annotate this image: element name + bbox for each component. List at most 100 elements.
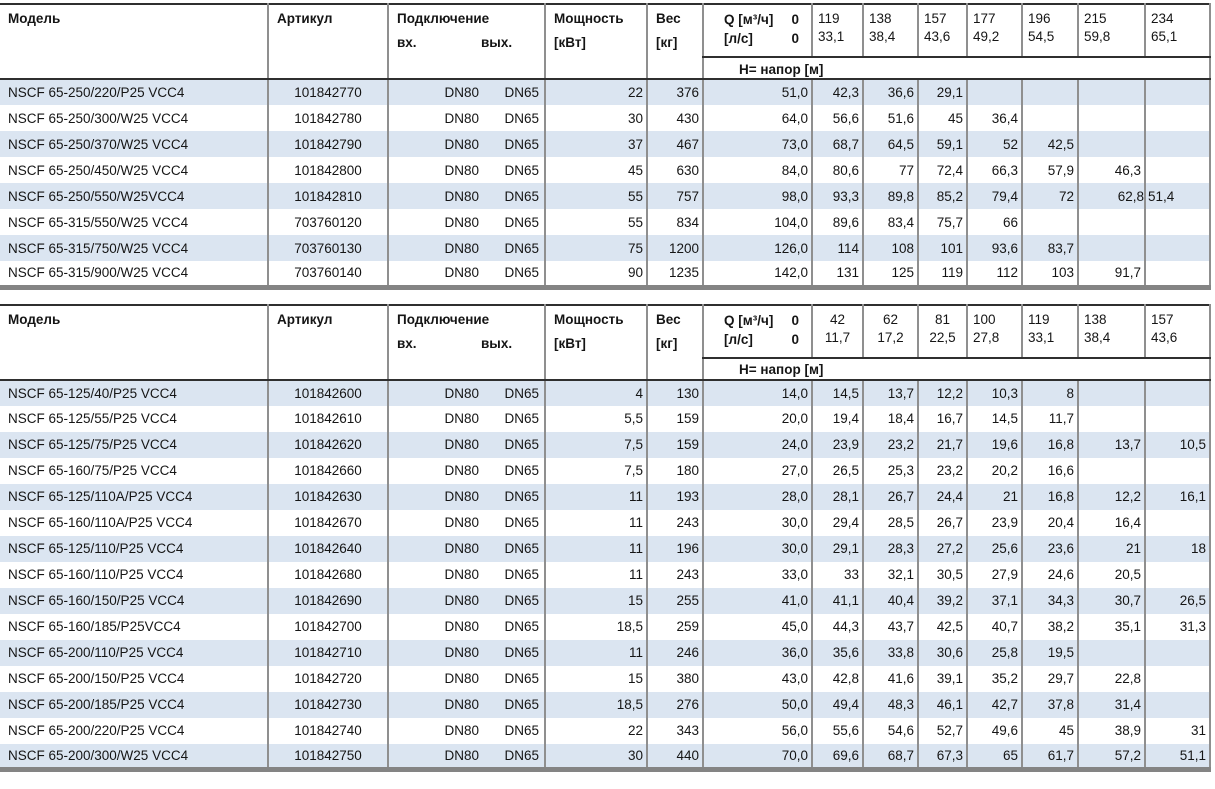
weight-cell: 243 (646, 561, 703, 588)
connection-values: DN80 DN65 (390, 671, 544, 686)
connection-values: DN80 DN65 (390, 723, 544, 738)
dn-outlet-value: DN65 (504, 747, 539, 763)
connection-values: DN80 DN65 (390, 110, 544, 126)
head-value-cell: 83,4 (862, 209, 918, 235)
head-value-cell: 30,7 (1077, 587, 1145, 614)
head-value-cell: 80,6 (811, 157, 863, 183)
head-value-cell: 16,7 (917, 405, 967, 432)
model-cell: NSCF 65-125/75/P25 VCC4 (8, 437, 177, 452)
connection-cell: DN80 DN65 (387, 717, 545, 744)
head-value-cell (1077, 105, 1145, 131)
dn-inlet-value: DN80 (444, 463, 479, 478)
connection-cell: DN80 DN65 (387, 79, 545, 105)
connection-cell: DN80 DN65 (387, 743, 545, 770)
connection-values: DN80 DN65 (390, 697, 544, 712)
head-value-cell: 18 (1144, 535, 1211, 562)
dn-outlet-value: DN65 (504, 463, 539, 478)
head-value-cell: 23,2 (917, 457, 967, 484)
table-row: NSCF 65-125/110A/P25 VCC4 101842630 DN80 DN… (0, 483, 1211, 510)
article-cell: 101842620 (267, 431, 388, 458)
table-row: NSCF 65-125/75/P25 VCC4 101842620 DN80 DN65… (0, 431, 1211, 458)
head-value-cell: 51,0 (702, 79, 812, 105)
q-m3h-value: 138 (869, 11, 892, 26)
q-column-header: 138 38,4 (862, 4, 918, 58)
head-value-cell (1144, 209, 1211, 235)
weight-cell: 834 (646, 209, 703, 235)
head-value-cell (1021, 209, 1078, 235)
head-value-cell: 72 (1021, 183, 1078, 209)
head-value-cell (1144, 691, 1211, 718)
dn-inlet-value: DN80 (444, 515, 479, 530)
model-cell: NSCF 65-200/110/P25 VCC4 (8, 645, 184, 660)
q-m3h-value: 62 (882, 311, 899, 327)
head-value-cell: 19,5 (1021, 639, 1078, 666)
dn-inlet-value: DN80 (444, 697, 479, 712)
head-value-cell (1077, 639, 1145, 666)
power-cell: 11 (544, 483, 647, 510)
col-header-model: Модель (0, 4, 268, 80)
head-value-cell: 14,5 (966, 405, 1022, 432)
connection-cell: DN80 DN65 (387, 665, 545, 692)
head-value-cell: 23,9 (966, 509, 1022, 536)
article-cell: 101842720 (267, 665, 388, 692)
head-value-cell: 37,1 (966, 587, 1022, 614)
weight-cell: 440 (646, 743, 703, 770)
head-value-cell: 16,1 (1144, 483, 1211, 510)
head-value-cell: 125 (862, 261, 918, 287)
weight-cell: 130 (646, 379, 703, 406)
head-value-cell: 64,0 (702, 105, 812, 131)
head-value-cell: 49,6 (966, 717, 1022, 744)
q-m3h-value: 100 (973, 311, 996, 327)
q-ls-value: 38,4 (1084, 329, 1111, 345)
q-m3h-value: 177 (973, 11, 996, 26)
power-cell: 37 (544, 131, 647, 157)
connection-values: DN80 DN65 (390, 489, 544, 504)
q-column-header: 62 17,2 (862, 304, 918, 359)
power-cell: 55 (544, 209, 647, 235)
col-header-power: Мощность [кВт] (544, 4, 647, 80)
head-value-cell (1144, 509, 1211, 536)
head-value-cell: 83,7 (1021, 235, 1078, 261)
dn-inlet-value: DN80 (444, 541, 479, 556)
head-value-cell (1144, 105, 1211, 131)
head-value-cell: 131 (811, 261, 863, 287)
head-value-cell: 93,6 (966, 235, 1022, 261)
model-cell: NSCF 65-200/185/P25 VCC4 (8, 697, 185, 712)
col-header-article: Артикул (267, 304, 388, 381)
connection-values: DN80 DN65 (390, 386, 544, 401)
head-value-cell: 45,0 (702, 613, 812, 640)
head-value-cell (1077, 405, 1145, 432)
model-cell: NSCF 65-160/150/P25 VCC4 (8, 593, 185, 608)
head-value-cell: 45 (1021, 717, 1078, 744)
article-cell: 101842640 (267, 535, 388, 562)
dn-outlet-value: DN65 (504, 110, 539, 126)
head-value-cell: 24,4 (917, 483, 967, 510)
dn-outlet-value: DN65 (504, 671, 539, 686)
connection-values: DN80 DN65 (390, 189, 544, 204)
q-ls-value: 49,2 (973, 29, 1000, 44)
q-m3h-value: 215 (1084, 11, 1107, 26)
dn-outlet-value: DN65 (504, 567, 539, 582)
dn-inlet-value: DN80 (444, 671, 479, 686)
head-value-cell: 16,6 (1021, 457, 1078, 484)
head-value-cell (1021, 105, 1078, 131)
model-cell: NSCF 65-315/550/W25 VCC4 (8, 214, 189, 230)
head-value-cell: 10,5 (1144, 431, 1211, 458)
q-ls-value: 59,8 (1084, 29, 1111, 44)
head-value-cell (1144, 379, 1211, 406)
head-value-cell: 36,4 (966, 105, 1022, 131)
head-value-cell: 36,0 (702, 639, 812, 666)
head-value-cell (1144, 639, 1211, 666)
dn-inlet-value: DN80 (444, 619, 479, 634)
connection-cell: DN80 DN65 (387, 639, 545, 666)
q-ls-value: 43,6 (924, 29, 951, 44)
connection-values: DN80 DN65 (390, 437, 544, 452)
model-cell: NSCF 65-200/150/P25 VCC4 (8, 671, 185, 686)
connection-values: DN80 DN65 (390, 411, 544, 426)
head-value-cell: 68,7 (862, 743, 918, 770)
table-row: NSCF 65-250/220/P25 VCC4 101842770 DN80 DN6… (0, 79, 1211, 105)
weight-cell: 193 (646, 483, 703, 510)
model-cell: NSCF 65-250/220/P25 VCC4 (8, 85, 185, 100)
article-cell: 101842780 (267, 105, 388, 131)
connection-values: DN80 DN65 (390, 515, 544, 530)
